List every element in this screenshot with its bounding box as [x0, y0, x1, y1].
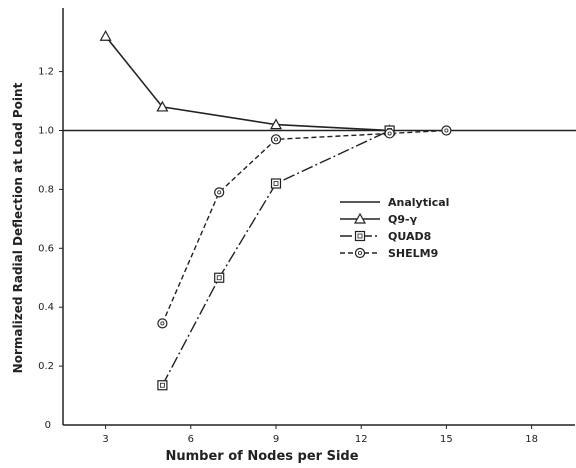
series-line-3: [161, 129, 447, 324]
square-marker-inner: [216, 275, 222, 281]
x-tick-label: 12: [355, 434, 368, 445]
series-2: [161, 129, 390, 386]
triangle-marker: [99, 30, 112, 41]
y-tick-label: 1.0: [38, 126, 54, 137]
circle-marker: [270, 134, 282, 145]
legend-label-1: Q9-γ: [388, 213, 418, 226]
y-tick-label: 0.2: [38, 361, 54, 372]
square-marker: [214, 272, 225, 283]
x-tick-label: 3: [102, 434, 108, 445]
square-marker-inner: [159, 382, 165, 388]
legend-triangle-marker: [353, 212, 367, 224]
legend-square-marker: [354, 230, 366, 242]
series-line-2: [161, 129, 390, 386]
circle-marker-inner: [217, 190, 222, 195]
circle-marker: [441, 125, 452, 136]
axes: [62, 8, 575, 426]
legend: Analytical Q9-γ QUAD8 SHELM9: [340, 196, 449, 260]
ticks: 3 6 9 12 15 18 0.2 0.4 0.6 0.8 1.0 1.2 0: [38, 67, 538, 445]
circle-marker: [157, 318, 168, 329]
y-tick-label-zero: 0: [45, 420, 51, 431]
circle-marker-inner: [273, 137, 278, 142]
legend-circle-marker-inner: [357, 250, 362, 255]
legend-label-2: QUAD8: [388, 230, 431, 243]
y-tick-label: 0.8: [38, 184, 54, 195]
x-axis-label: Number of Nodes per Side: [165, 449, 358, 464]
x-tick-label: 6: [188, 434, 194, 445]
circle-marker: [384, 128, 395, 139]
x-tick-label: 18: [525, 434, 538, 445]
square-marker: [157, 380, 168, 391]
y-tick-label: 1.2: [38, 67, 54, 78]
legend-circle-marker: [354, 247, 366, 259]
circle-marker-inner: [387, 131, 392, 136]
series-markers-1: [99, 30, 396, 136]
x-tick-label: 9: [273, 434, 279, 445]
series-line-1: [104, 35, 390, 132]
y-tick-label: 0.6: [38, 243, 54, 254]
y-axis-label: Normalized Radial Deflection at Load Poi…: [11, 82, 25, 373]
x-tick-label: 15: [440, 434, 453, 445]
square-marker: [270, 178, 282, 189]
triangle-marker: [156, 100, 169, 112]
series-markers-3: [157, 125, 452, 329]
series-1: [104, 35, 390, 132]
series-3: [161, 129, 447, 324]
y-tick-label: 0.4: [38, 302, 54, 313]
legend-label-3: SHELM9: [388, 247, 438, 260]
circle-marker-inner: [160, 321, 165, 326]
series: [63, 30, 576, 391]
legend-label-0: Analytical: [388, 196, 449, 209]
circle-marker-inner: [444, 128, 449, 133]
square-marker-inner: [273, 181, 279, 186]
circle-marker: [214, 187, 225, 198]
triangle-marker: [269, 118, 283, 130]
legend-square-marker-inner: [357, 233, 363, 239]
